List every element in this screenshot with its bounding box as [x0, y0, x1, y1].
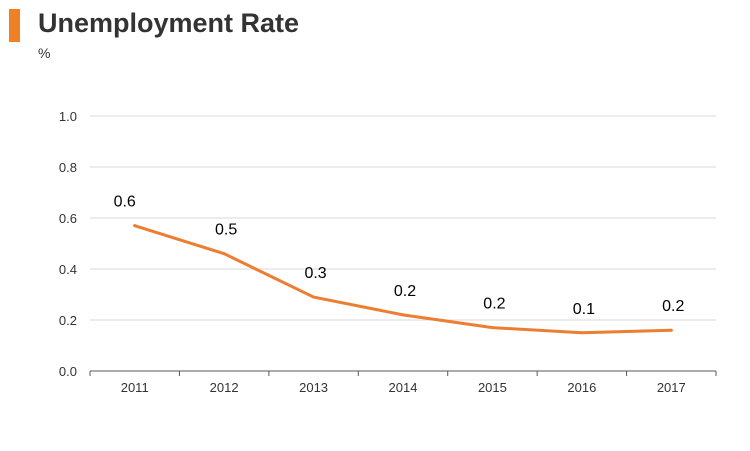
- unit-label: %: [38, 45, 51, 61]
- data-label: 0.3: [304, 265, 326, 282]
- y-tick-label: 0.6: [59, 211, 77, 226]
- y-axis-ticks: 0.0 0.2 0.4 0.6 0.8 1.0: [59, 109, 77, 379]
- y-tick-label: 0.0: [59, 364, 77, 379]
- x-axis-ticks: 2011 2012 2013 2014 2015 2016 2017: [89, 371, 717, 395]
- data-label: 0.2: [394, 283, 416, 300]
- grid-lines: [90, 115, 716, 372]
- x-tick-label: 2011: [121, 380, 149, 395]
- data-point: [133, 224, 137, 228]
- data-point: [490, 326, 494, 330]
- x-tick-label: 2017: [657, 380, 686, 395]
- x-tick-label: 2016: [567, 380, 596, 395]
- x-tick-label: 2014: [389, 380, 418, 395]
- series-layer: [133, 224, 673, 335]
- data-point: [669, 328, 673, 332]
- data-label: 0.5: [215, 222, 237, 239]
- data-label: 0.6: [114, 194, 136, 211]
- x-tick-label: 2015: [478, 380, 507, 395]
- data-label: 0.2: [483, 296, 505, 313]
- y-tick-label: 0.4: [59, 262, 77, 277]
- y-tick-label: 0.8: [59, 160, 77, 175]
- data-labels: 0.6 0.5 0.3 0.2 0.2 0.1 0.2: [114, 194, 685, 318]
- data-point: [222, 252, 226, 256]
- y-tick-label: 1.0: [59, 109, 77, 124]
- title-accent-bar: [9, 9, 20, 42]
- y-tick-label: 0.2: [59, 313, 77, 328]
- data-point: [401, 313, 405, 317]
- data-point: [312, 295, 316, 299]
- x-tick-label: 2013: [299, 380, 328, 395]
- chart-title: Unemployment Rate: [38, 8, 300, 38]
- data-point: [580, 331, 584, 335]
- data-label: 0.2: [662, 298, 684, 315]
- x-tick-label: 2012: [210, 380, 239, 395]
- data-label: 0.1: [573, 301, 595, 318]
